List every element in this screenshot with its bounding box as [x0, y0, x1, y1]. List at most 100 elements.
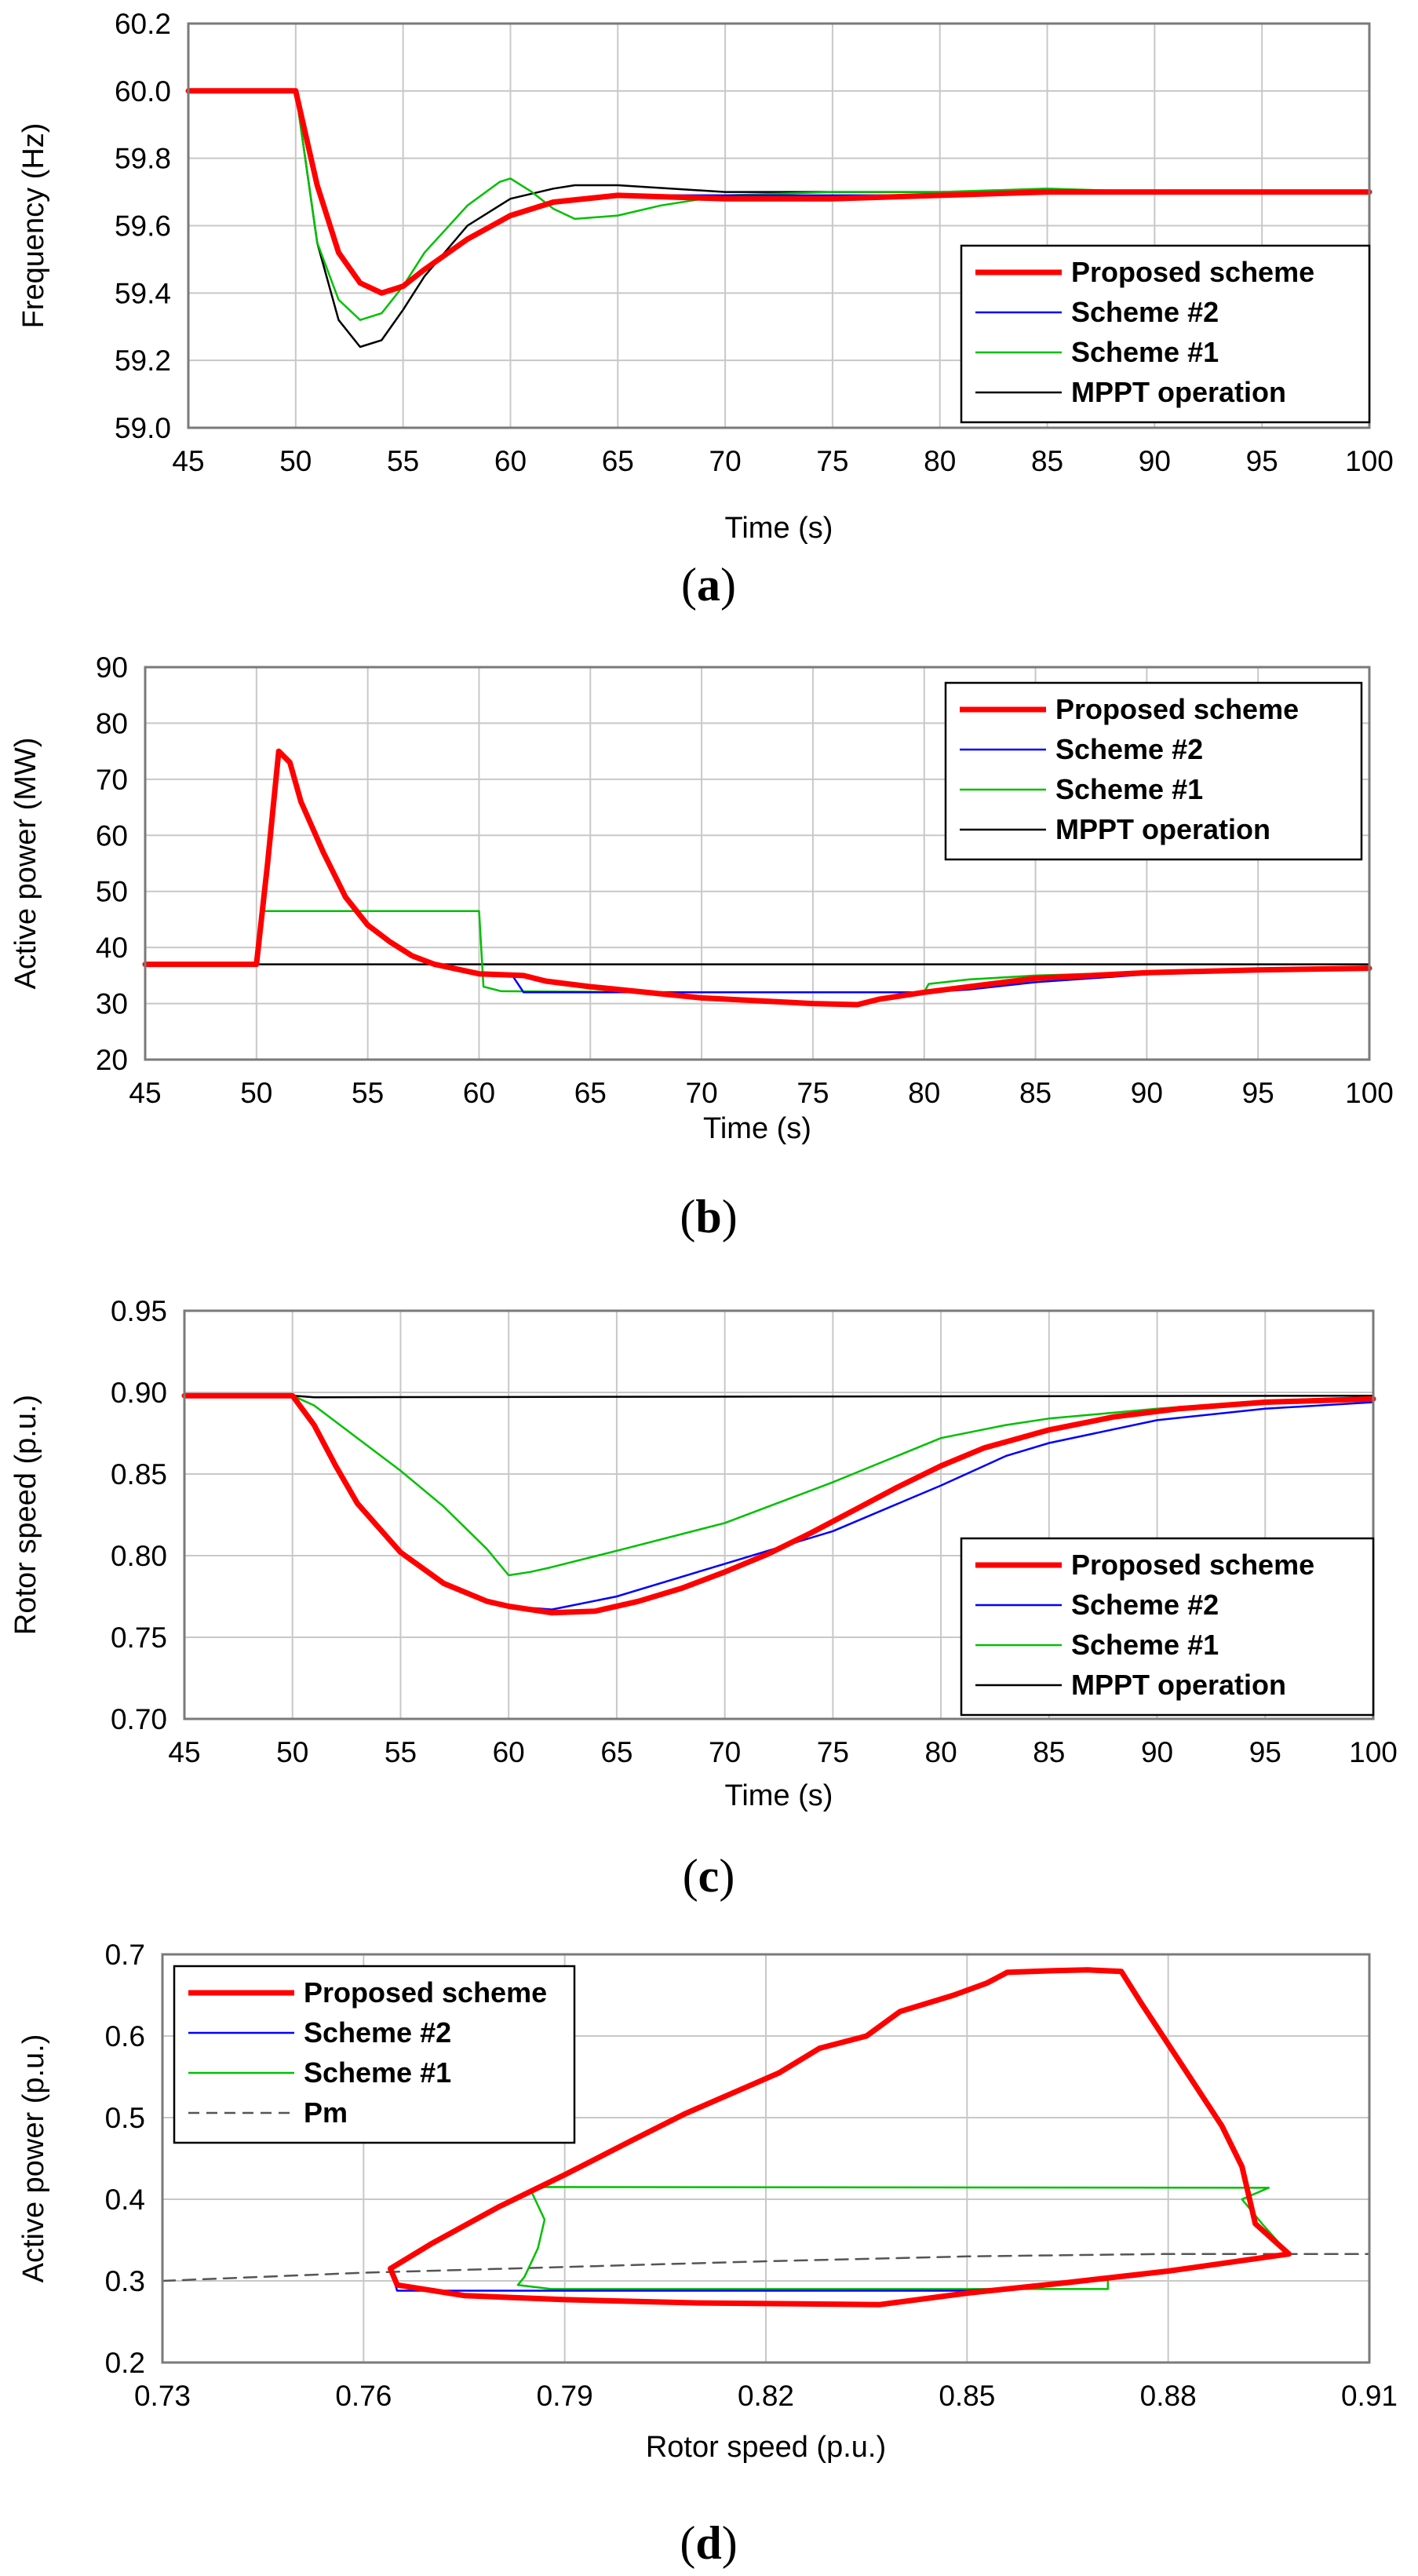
- y-tick-label: 40: [96, 932, 128, 964]
- x-tick-label: 55: [387, 445, 419, 477]
- x-tick-label: 70: [709, 1736, 741, 1768]
- y-tick-label: 0.7: [105, 1939, 145, 1971]
- y-tick-label: 0.85: [111, 1458, 167, 1491]
- x-tick-label: 75: [817, 1736, 849, 1768]
- x-tick-label: 60: [493, 1736, 525, 1768]
- x-tick-label: 60: [463, 1077, 495, 1109]
- legend-label: Scheme #2: [1071, 1589, 1219, 1621]
- y-tick-label: 80: [96, 707, 128, 739]
- x-tick-label: 45: [168, 1736, 200, 1768]
- x-tick-label: 80: [908, 1077, 940, 1109]
- panel-a: 60.2 60.0 59.8 59.6 59.4 59.2 59.0 45 50 55 60 65 7…: [0, 0, 1418, 636]
- legend-label: Pm: [304, 2096, 348, 2129]
- x-tick-label: 100: [1345, 1077, 1394, 1109]
- x-tick-label: 90: [1139, 445, 1171, 477]
- x-tick-label: 95: [1246, 445, 1278, 477]
- y-tick-label: 0.70: [111, 1703, 167, 1735]
- y-tick-label: 0.2: [105, 2347, 145, 2379]
- series-line-proposed-scheme: [185, 88, 1372, 296]
- legend-label: Scheme #1: [304, 2056, 451, 2089]
- legend-label: Scheme #2: [1071, 296, 1219, 328]
- chart-d-caption-open: (: [680, 2517, 695, 2569]
- series-line-scheme-1: [183, 1394, 1375, 1577]
- chart-a-plot-frame: [187, 22, 1371, 429]
- chart-b-plot-frame: [144, 666, 1371, 1061]
- x-tick-label: 100: [1345, 445, 1394, 477]
- series-line-proposed-scheme: [181, 1392, 1376, 1616]
- legend-label: MPPT operation: [1071, 1669, 1286, 1701]
- legend-label: Proposed scheme: [1071, 256, 1314, 288]
- x-tick-label: 45: [172, 445, 204, 477]
- chart-b-svg: 90 80 70 60 50 40 30 20 45 50 55 60 65 70 75 80 85 90 95 1…: [9, 651, 1394, 1242]
- legend-label: MPPT operation: [1071, 376, 1286, 408]
- legend-label: Scheme #1: [1071, 336, 1219, 368]
- legend-label: Scheme #1: [1055, 773, 1203, 805]
- chart-d-xlabel: Rotor speed (p.u.): [646, 2431, 886, 2464]
- series-line-scheme-1: [187, 89, 1371, 321]
- y-tick-label: 0.4: [105, 2184, 145, 2216]
- y-tick-label: 60.0: [115, 75, 171, 108]
- x-tick-label: 85: [1031, 445, 1063, 477]
- chart-a-xlabel: Time (s): [725, 512, 833, 545]
- x-tick-label: 55: [385, 1736, 417, 1768]
- chart-c-plot-frame: [183, 1309, 1375, 1720]
- panel-d: 0.7 0.6 0.5 0.4 0.3 0.2 0.73 0.76 0.79 0.82 0.85 0…: [0, 1915, 1418, 2576]
- y-tick-label: 60: [96, 819, 128, 852]
- chart-d-svg: 0.7 0.6 0.5 0.4 0.3 0.2 0.73 0.76 0.79 0.82 0.85 0…: [17, 1939, 1398, 2569]
- y-tick-label: 0.95: [111, 1295, 167, 1327]
- chart-d-ylabel: Active power (p.u.): [17, 2034, 50, 2283]
- legend-label: MPPT operation: [1055, 813, 1270, 845]
- x-tick-label: 75: [796, 1077, 829, 1109]
- chart-d-caption-letter: d: [695, 2517, 721, 2569]
- x-tick-label: 95: [1242, 1077, 1274, 1109]
- x-tick-label: 45: [129, 1077, 161, 1109]
- x-tick-label: 90: [1131, 1077, 1163, 1109]
- x-tick-label: 55: [352, 1077, 384, 1109]
- y-tick-label: 59.8: [115, 143, 171, 175]
- x-tick-label: 65: [602, 445, 634, 477]
- chart-a-legend: Proposed scheme Scheme #2 Scheme #1 MPPT op…: [960, 244, 1371, 424]
- y-tick-label: 59.0: [115, 412, 171, 444]
- x-tick-label: 0.85: [939, 2380, 995, 2412]
- x-tick-label: 95: [1249, 1736, 1281, 1768]
- chart-a-caption-letter: a: [697, 559, 720, 611]
- chart-b-caption-open: (: [680, 1191, 695, 1242]
- chart-b-legend: Proposed scheme Scheme #2 Scheme #1 MPPT op…: [944, 681, 1363, 861]
- chart-d-caption: (d): [680, 2517, 737, 2569]
- chart-c-caption-close: ): [719, 1850, 735, 1902]
- x-tick-label: 0.79: [537, 2380, 593, 2412]
- x-tick-label: 50: [240, 1077, 272, 1109]
- x-tick-label: 0.91: [1341, 2380, 1398, 2412]
- legend-label: Proposed scheme: [304, 1976, 547, 2009]
- chart-c-legend: Proposed scheme Scheme #2 Scheme #1 MPPT op…: [960, 1537, 1375, 1717]
- chart-b-caption-letter: b: [695, 1191, 721, 1242]
- chart-a-caption-open: (: [681, 559, 697, 611]
- x-tick-label: 70: [709, 445, 742, 477]
- x-tick-label: 0.82: [738, 2380, 794, 2412]
- chart-b-xlabel: Time (s): [703, 1112, 811, 1145]
- series-line-proposed-scheme: [388, 1967, 1292, 2308]
- chart-c-ylabel: Rotor speed (p.u.): [9, 1395, 42, 1635]
- x-tick-label: 70: [686, 1077, 718, 1109]
- chart-c-xlabel: Time (s): [725, 1779, 833, 1812]
- legend-label: Scheme #1: [1071, 1629, 1219, 1661]
- chart-a-caption-close: ): [720, 559, 736, 611]
- y-tick-label: 90: [96, 651, 128, 684]
- x-tick-label: 50: [279, 445, 312, 477]
- y-tick-label: 60.2: [115, 8, 171, 40]
- chart-d-plot-frame: [161, 1953, 1371, 2364]
- y-tick-label: 59.4: [115, 277, 171, 309]
- panel-b: 90 80 70 60 50 40 30 20 45 50 55 60 65 70 75 80 85 90 95 1…: [0, 636, 1418, 1272]
- y-tick-label: 70: [96, 764, 128, 796]
- series-line-mppt-operation: [187, 89, 1371, 348]
- x-tick-label: 75: [816, 445, 848, 477]
- legend-label: Scheme #2: [1055, 733, 1203, 765]
- chart-b-caption-close: ): [722, 1191, 738, 1242]
- x-tick-label: 65: [574, 1077, 607, 1109]
- x-tick-label: 0.76: [335, 2380, 392, 2412]
- chart-a-svg: 60.2 60.0 59.8 59.6 59.4 59.2 59.0 45 50 55 60 65 7…: [17, 8, 1394, 611]
- y-tick-label: 0.3: [105, 2265, 145, 2297]
- chart-b-caption: (b): [680, 1191, 737, 1242]
- chart-d-caption-close: ): [722, 2517, 738, 2569]
- x-tick-label: 85: [1019, 1077, 1052, 1109]
